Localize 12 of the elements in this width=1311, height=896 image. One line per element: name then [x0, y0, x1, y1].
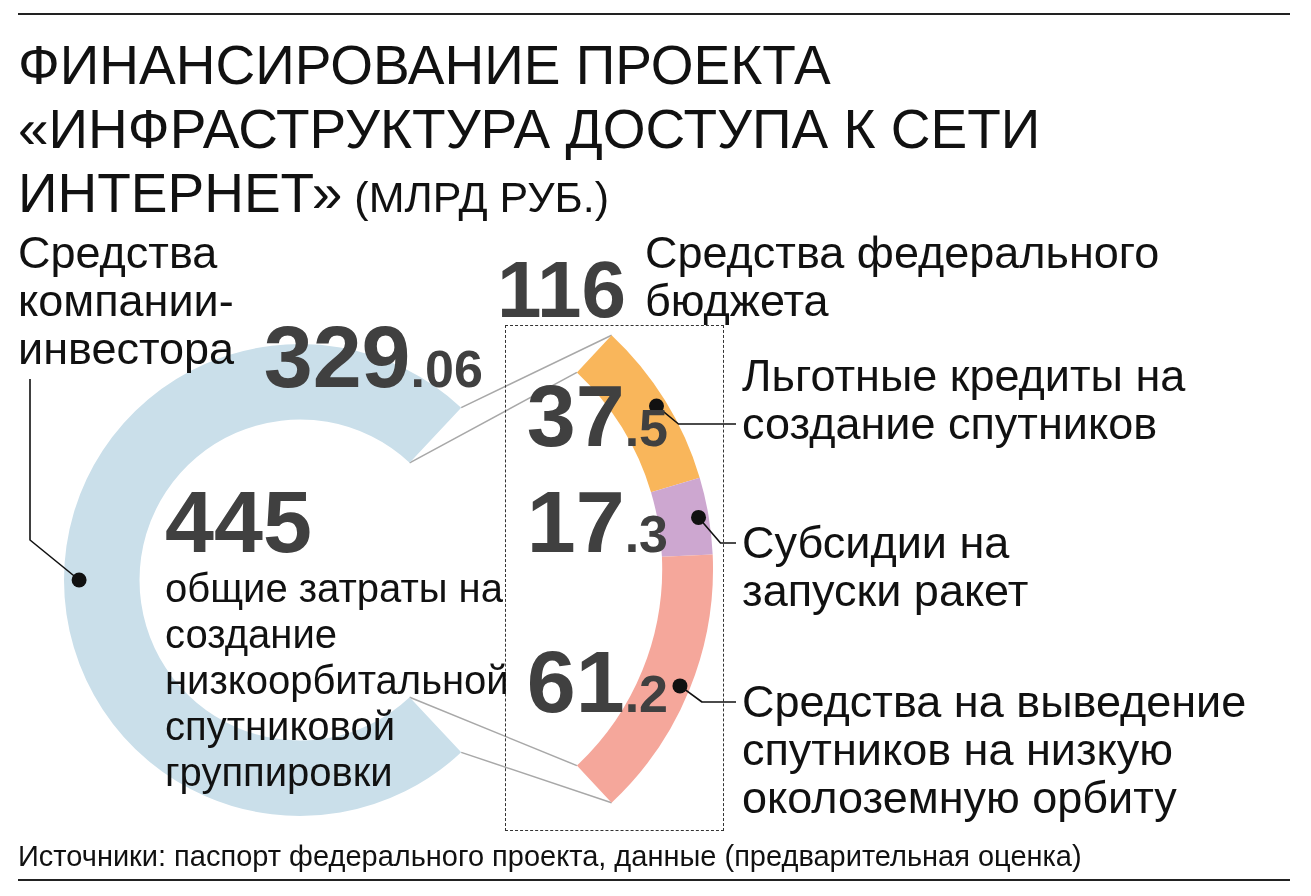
data-label: 61.2 [526, 631, 669, 731]
slice-label: Средства компании-инвестора [18, 227, 236, 374]
chart-title: ФИНАНСИРОВАНИЕ ПРОЕКТА «ИНФРАСТРУКТУРА ДОСТУПА К СЕТИ ИНТЕРНЕТ» (МЛРД РУБ.) [18, 34, 1041, 224]
slice-label: Льготные кредиты на создание спутников [742, 350, 1187, 449]
slice-label: Субсидии на запуски ракет [742, 517, 1030, 616]
text: Средства федерального бюджета [645, 227, 1161, 326]
data-label: 329.06 [263, 307, 483, 407]
data-label: 37.5 [526, 365, 669, 465]
text: 116 [497, 245, 627, 334]
text: Источники: паспорт федерального проекта, данные (предварительная оценка) [18, 838, 1290, 881]
slice-label: Средства на выведение спутников на низкую околоземную орбиту [742, 676, 1248, 823]
data-label: 17.3 [526, 471, 669, 571]
